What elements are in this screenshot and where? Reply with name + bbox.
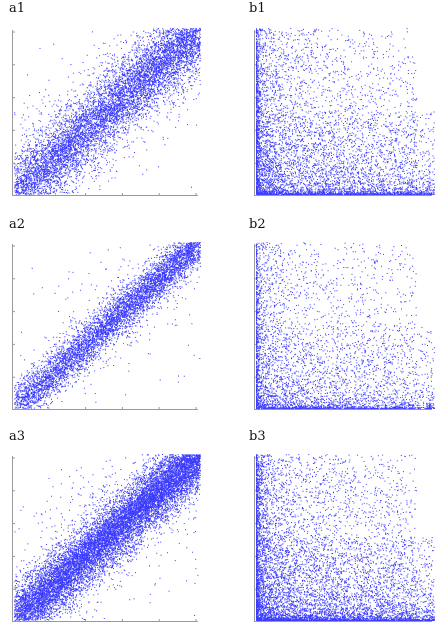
- axes: [254, 30, 432, 196]
- scatter-plot-a1: [12, 28, 201, 196]
- scatter-plot-a2: [12, 242, 201, 410]
- panel-label-b1: b1: [249, 1, 266, 16]
- scatter-points-a2: [14, 242, 201, 409]
- scatter-points-b2: [256, 242, 435, 409]
- axes: [254, 456, 432, 622]
- axis-ticks: [12, 31, 197, 196]
- axis-ticks: [12, 457, 197, 622]
- axes: [12, 244, 198, 410]
- axes: [12, 30, 198, 196]
- scatter-plot-b1: [254, 28, 435, 196]
- panel-label-a1: a1: [9, 1, 26, 16]
- axes: [254, 244, 432, 410]
- scatter-plot-b2: [254, 242, 435, 410]
- axis-ticks: [12, 245, 197, 410]
- panel-label-a2: a2: [9, 217, 26, 232]
- panel-label-b2: b2: [249, 217, 266, 232]
- axes: [12, 456, 198, 622]
- scatter-plot-b3: [254, 454, 435, 622]
- panel-label-a3: a3: [9, 429, 26, 444]
- scatter-plot-a3: [12, 454, 201, 622]
- scatter-points-a1: [14, 28, 201, 195]
- scatter-points-b1: [256, 28, 435, 195]
- scatter-points-a3: [14, 454, 201, 621]
- scatter-points-b3: [256, 454, 435, 621]
- panel-label-b3: b3: [249, 429, 266, 444]
